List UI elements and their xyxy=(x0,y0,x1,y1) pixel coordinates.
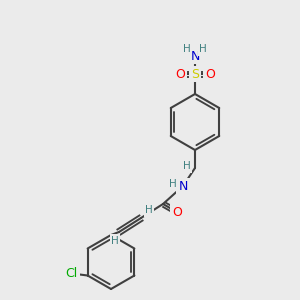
Text: Cl: Cl xyxy=(65,267,78,280)
Text: H: H xyxy=(183,161,191,171)
Text: H: H xyxy=(111,236,119,246)
Text: H: H xyxy=(145,205,153,215)
Text: H: H xyxy=(169,179,177,189)
Text: H: H xyxy=(183,44,191,54)
Text: N: N xyxy=(178,179,188,193)
Text: S: S xyxy=(191,68,199,80)
Text: N: N xyxy=(190,50,200,62)
Text: O: O xyxy=(172,206,182,218)
Text: O: O xyxy=(205,68,215,80)
Text: H: H xyxy=(199,44,207,54)
Text: O: O xyxy=(175,68,185,80)
